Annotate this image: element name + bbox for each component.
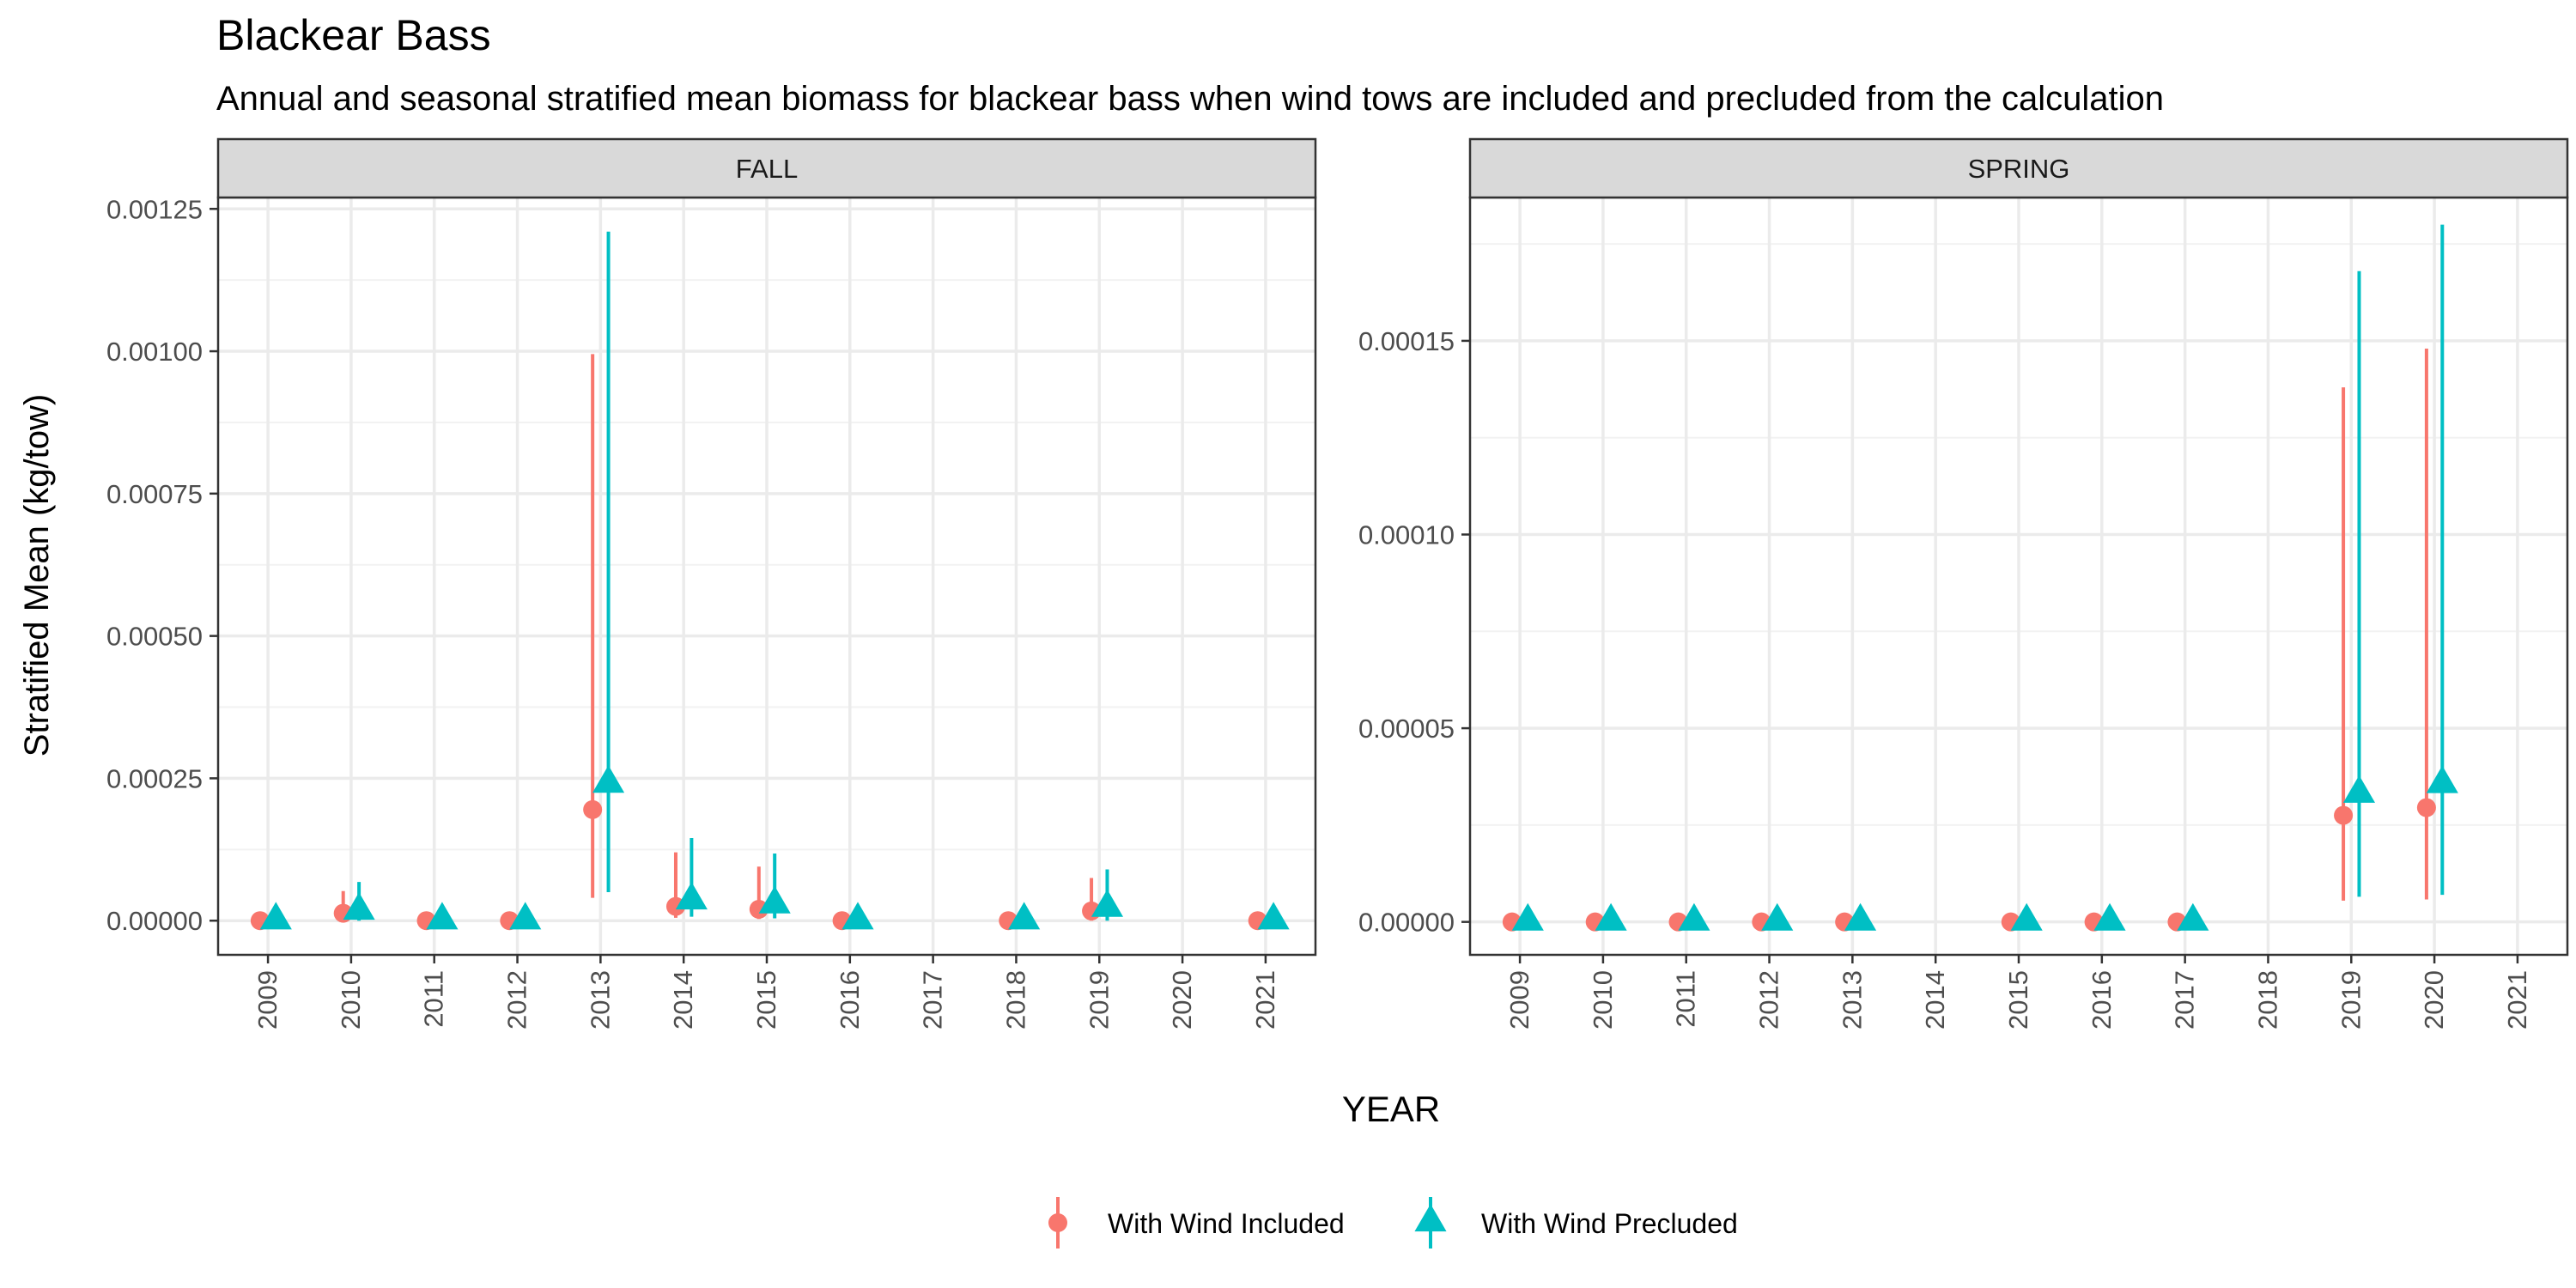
chart-subtitle: Annual and seasonal stratified mean biom… — [216, 80, 2164, 118]
data-point-triangle — [2426, 765, 2458, 793]
data-point-triangle — [1844, 902, 1877, 931]
y-tick-label: 0.00005 — [1358, 714, 1455, 744]
y-tick-label: 0.00000 — [1358, 908, 1455, 938]
x-tick-label: 2015 — [2003, 970, 2033, 1030]
y-tick-label: 0.00050 — [106, 622, 203, 652]
legend-label: With Wind Included — [1108, 1208, 1345, 1239]
facet-strip — [1468, 137, 2569, 199]
facet-panel-fall: 0.00000 0.00025 0.00050 0.00075 0.00100 0.001… — [106, 137, 1317, 1030]
data-point-triangle — [1761, 902, 1794, 931]
data-point-triangle — [1511, 902, 1544, 931]
data-point-triangle — [1008, 902, 1041, 930]
x-tick-label: 2009 — [1504, 970, 1534, 1030]
x-tick-label: 2016 — [835, 970, 865, 1030]
data-point-triangle — [1678, 902, 1710, 931]
x-tick-label: 2015 — [751, 970, 781, 1030]
data-point-triangle — [259, 902, 292, 930]
x-tick-label: 2010 — [336, 970, 366, 1030]
x-tick-label: 2017 — [918, 970, 948, 1030]
data-point-triangle — [1091, 889, 1124, 917]
data-point-circle — [749, 899, 769, 919]
x-axis-title: YEAR — [1342, 1089, 1440, 1129]
x-tick-label: 2010 — [1588, 970, 1618, 1030]
data-point-triangle — [343, 892, 375, 920]
legend-key-circle — [1048, 1213, 1067, 1232]
data-point-triangle — [2342, 775, 2376, 803]
y-tick-label: 0.00010 — [1358, 520, 1455, 550]
legend-item: With Wind Included — [1048, 1197, 1345, 1249]
data-point-triangle — [841, 902, 874, 930]
data-point-triangle — [1595, 902, 1627, 931]
x-tick-label: 2017 — [2170, 970, 2200, 1030]
y-tick-label: 0.00015 — [1358, 326, 1455, 356]
data-point-triangle — [592, 765, 625, 793]
x-tick-label: 2011 — [1671, 970, 1701, 1028]
x-tick-label: 2013 — [585, 970, 615, 1030]
facet-panels: 0.00000 0.00025 0.00050 0.00075 0.00100 0.001… — [106, 137, 2569, 1030]
data-point-triangle — [1257, 902, 1290, 930]
data-point-circle — [583, 799, 603, 819]
x-tick-label: 2013 — [1837, 970, 1867, 1030]
y-tick-label: 0.00025 — [106, 763, 203, 793]
x-tick-label: 2009 — [252, 970, 283, 1030]
legend-item: With Wind Precluded — [1414, 1197, 1738, 1249]
x-tick-label: 2012 — [1754, 970, 1784, 1030]
x-tick-label: 2018 — [1000, 970, 1030, 1030]
facet-strip — [216, 137, 1317, 199]
data-point-circle — [2334, 805, 2354, 825]
x-tick-label: 2020 — [2419, 970, 2449, 1030]
legend-key-triangle — [1414, 1204, 1447, 1232]
x-tick-label: 2014 — [668, 970, 698, 1030]
facet-strip-label: SPRING — [1968, 154, 2070, 184]
x-tick-label: 2019 — [2336, 970, 2366, 1030]
x-tick-label: 2019 — [1084, 970, 1114, 1030]
legend-label: With Wind Precluded — [1481, 1208, 1738, 1239]
data-point-triangle — [2010, 902, 2043, 931]
y-tick-label: 0.00000 — [106, 906, 203, 936]
data-point-circle — [2416, 798, 2436, 817]
y-axis-title: Stratified Mean (kg/tow) — [18, 394, 56, 756]
data-point-triangle — [758, 885, 791, 914]
data-point-triangle — [426, 902, 459, 930]
facet-strip-label: FALL — [736, 154, 798, 184]
y-tick-label: 0.00075 — [106, 479, 203, 509]
x-tick-label: 2018 — [2252, 970, 2282, 1030]
chart-title: Blackear Bass — [216, 11, 491, 59]
x-tick-label: 2021 — [2502, 970, 2532, 1030]
data-point-triangle — [2093, 902, 2126, 931]
data-point-triangle — [2177, 902, 2209, 931]
x-tick-label: 2021 — [1250, 970, 1280, 1030]
x-tick-label: 2020 — [1167, 970, 1197, 1030]
data-point-triangle — [675, 882, 708, 910]
legend: With Wind Included With Wind Precluded — [1048, 1197, 1738, 1249]
x-tick-label: 2012 — [502, 970, 532, 1030]
x-tick-label: 2016 — [2087, 970, 2117, 1030]
data-point-triangle — [509, 902, 542, 930]
y-tick-label: 0.00125 — [106, 194, 203, 224]
facet-panel-spring: 0.00000 0.00005 0.00010 0.00015 2009 2010 2011… — [1358, 137, 2569, 1030]
y-tick-label: 0.00100 — [106, 337, 203, 367]
x-tick-label: 2011 — [419, 970, 449, 1028]
x-tick-label: 2014 — [1920, 970, 1950, 1030]
